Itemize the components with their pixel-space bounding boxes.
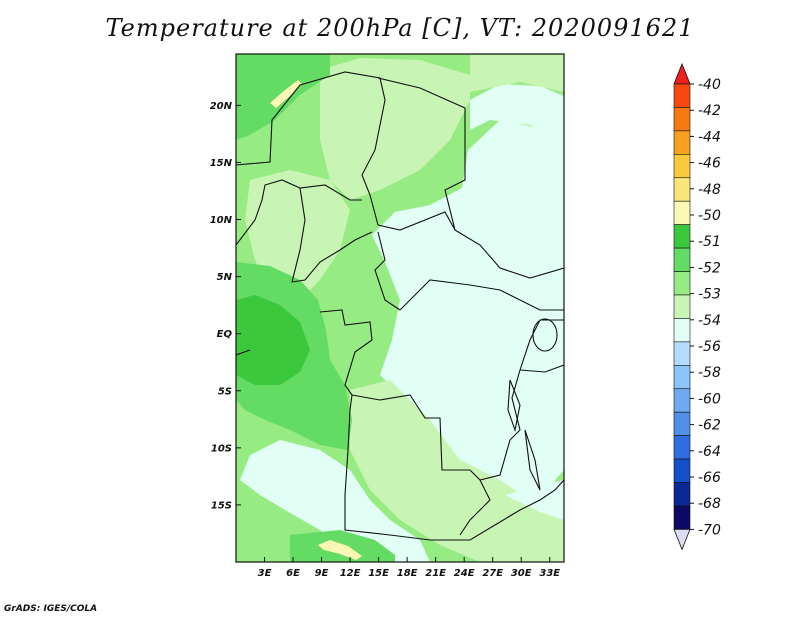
lat-tick-label: EQ xyxy=(217,329,233,340)
colorbar-cell xyxy=(673,200,691,225)
lon-tick-label: 24E xyxy=(454,568,475,579)
colorbar-cell xyxy=(673,365,691,390)
colorbar-label: -50 xyxy=(698,208,721,224)
lat-tick-label: 5S xyxy=(218,386,232,397)
colorbar-cell xyxy=(673,224,691,249)
colorbar-cell xyxy=(673,154,691,179)
lat-axis: 20N 15N 10N 5N EQ 5S 10S 15S xyxy=(210,101,241,511)
colorbar-cell xyxy=(673,83,691,108)
border-line xyxy=(459,479,491,536)
border-line xyxy=(377,77,564,279)
colorbar: -40 -42 -44 -46 -48 -50 -51 -52 -53 -54 -56 -58 -60 -… xyxy=(673,62,721,551)
field-cyan-southwest xyxy=(240,440,430,562)
colorbar-label: -42 xyxy=(698,103,721,119)
lat-tick-label: 5N xyxy=(217,272,233,283)
colorbar-label: -56 xyxy=(698,339,721,355)
field-light-east xyxy=(470,55,564,92)
plot-frame xyxy=(235,53,565,563)
border-line xyxy=(519,364,564,373)
colorbar-label: -66 xyxy=(698,470,721,486)
colorbar-cell xyxy=(673,130,691,155)
colorbar-cell xyxy=(673,505,691,530)
lat-tick-label: 10N xyxy=(210,215,233,226)
colorbar-cell xyxy=(673,341,691,366)
border-line xyxy=(377,211,456,231)
lon-tick-label: 33E xyxy=(539,568,560,579)
lon-tick-label: 6E xyxy=(286,568,300,579)
colorbar-cell xyxy=(673,294,691,319)
field-cyan-center xyxy=(372,120,564,500)
colorbar-cell xyxy=(673,482,691,507)
lake-shape xyxy=(507,379,521,433)
border-line xyxy=(319,309,373,396)
colorbar-cell xyxy=(673,458,691,483)
map-title: Temperature at 200hPa [C], VT: 202009162… xyxy=(105,14,695,42)
colorbar-label: -62 xyxy=(698,418,721,434)
colorbar-cell xyxy=(673,247,691,272)
colorbar-label: -40 xyxy=(698,77,721,93)
temperature-field xyxy=(236,54,564,562)
colorbar-cell xyxy=(673,435,691,460)
field-light-south xyxy=(350,380,564,562)
lon-axis: 3E 6E 9E 12E 15E 18E 21E 24E 27E 30E 33E xyxy=(258,557,560,579)
colorbar-label: -64 xyxy=(698,444,721,460)
border-line xyxy=(374,231,401,311)
border-line xyxy=(236,179,362,246)
colorbar-label: -53 xyxy=(698,287,721,303)
border-line xyxy=(236,349,251,356)
colorbar-label: -44 xyxy=(698,129,721,145)
grads-credit: GrADS: IGES/COLA xyxy=(4,604,98,614)
lon-tick-label: 30E xyxy=(511,568,532,579)
colorbar-label: -70 xyxy=(698,522,721,538)
border-line xyxy=(499,479,564,523)
border-line xyxy=(399,279,564,311)
colorbar-label: -46 xyxy=(698,156,721,172)
border-line xyxy=(291,187,373,283)
border-line xyxy=(351,394,511,481)
colorbar-bottom-arrow xyxy=(673,529,691,551)
country-borders xyxy=(236,71,564,541)
lon-tick-label: 27E xyxy=(482,568,503,579)
colorbar-cell xyxy=(673,318,691,343)
lat-tick-label: 10S xyxy=(211,443,232,454)
lat-tick-label: 15S xyxy=(211,500,232,511)
lon-tick-label: 3E xyxy=(258,568,272,579)
border-line xyxy=(344,394,501,541)
field-darker-coast xyxy=(236,295,310,385)
field-yellow-nw xyxy=(270,80,302,108)
lon-tick-label: 9E xyxy=(315,568,329,579)
colorbar-label: -51 xyxy=(698,234,721,250)
colorbar-cell xyxy=(673,388,691,413)
field-yellow-south xyxy=(318,540,362,560)
lat-tick-label: 15N xyxy=(210,158,233,169)
lon-tick-label: 18E xyxy=(397,568,418,579)
field-cyan-southeast xyxy=(505,480,564,520)
colorbar-cell xyxy=(673,271,691,296)
colorbar-label: -52 xyxy=(698,260,721,276)
lake-shape xyxy=(524,429,541,491)
colorbar-label: -60 xyxy=(698,391,721,407)
field-cyan-north xyxy=(470,84,564,140)
lon-tick-label: 15E xyxy=(368,568,389,579)
colorbar-label: -54 xyxy=(698,313,721,329)
lon-tick-label: 21E xyxy=(425,568,446,579)
colorbar-cell xyxy=(673,411,691,436)
lon-tick-label: 12E xyxy=(340,568,361,579)
colorbar-top-arrow xyxy=(673,62,691,85)
lake-shape xyxy=(532,318,558,352)
colorbar-label: -58 xyxy=(698,365,721,381)
colorbar-cell xyxy=(673,107,691,132)
colorbar-label: -68 xyxy=(698,496,721,512)
colorbar-label: -48 xyxy=(698,182,721,198)
lat-tick-label: 20N xyxy=(210,101,233,112)
colorbar-cell xyxy=(673,177,691,202)
